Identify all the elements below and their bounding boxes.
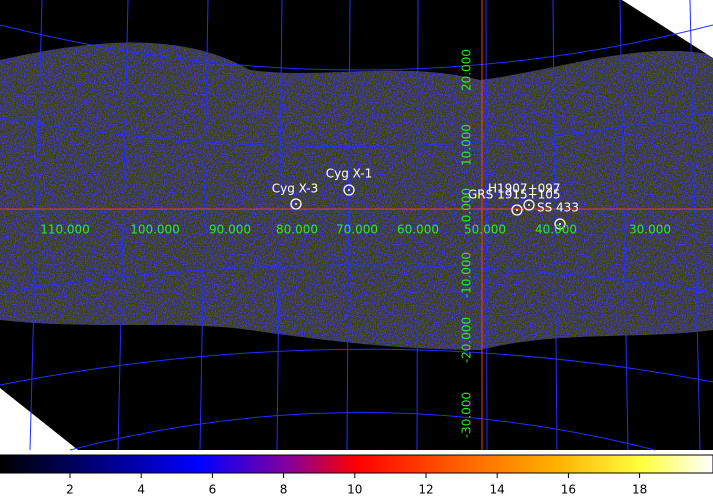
longitude-label: 50.000 [464,223,506,237]
source-label: GRS 1915+105 [468,188,561,202]
source-marker [511,204,523,216]
grid-line [346,0,351,451]
latitude-label: 0.000 [460,188,474,222]
longitude-label: 100.000 [130,223,180,237]
grid-line [0,264,713,293]
grid-line [485,0,488,451]
source-label: Cyg X-3 [272,182,319,196]
grid-line [276,0,283,451]
blank-corner [0,388,78,450]
latitude-label: -30.000 [460,392,474,438]
colorbar-tick-label: 18 [632,483,647,497]
colorbar-tick-label: 14 [490,483,505,497]
longitude-label: 30.000 [629,223,671,237]
source-dot [528,204,530,206]
grid-line [0,111,713,148]
latitude-label: -20.000 [460,317,474,363]
source-label: H1907+097 [488,182,561,196]
grid-line [117,0,129,451]
colorbar-tick-label: 2 [66,483,74,497]
colorbar-tick-label: 10 [347,483,362,497]
grid-line [416,0,419,451]
longitude-label: 60.000 [397,223,439,237]
source-label: Cyg X-1 [326,167,373,181]
grid-line [0,348,713,386]
colorbar-tick-label: 4 [137,483,145,497]
source-marker [290,198,302,210]
grid-line [689,0,701,451]
source-dot [348,189,350,191]
latitude-label: -10.000 [460,252,474,298]
longitude-label: 40.000 [535,223,577,237]
source-marker [523,199,535,211]
grid-line [29,0,43,451]
colorbar-tick-label: 16 [561,483,576,497]
longitude-label: 80.000 [276,223,318,237]
grid-line [69,412,656,451]
latitude-label: 20.000 [460,49,474,91]
longitude-label: 110.000 [40,223,90,237]
source-dot [516,209,518,211]
colorbar-tick-label: 8 [280,483,288,497]
emission-band [0,42,713,350]
longitude-label: 70.000 [336,223,378,237]
source-marker [554,218,566,230]
source-label: SS 433 [537,201,579,215]
grid-line [199,0,209,451]
grid-line [619,0,629,451]
colorbar-tick-label: 12 [418,483,433,497]
grid-line [0,24,713,71]
colorbar [0,454,713,474]
source-dot [559,223,561,225]
source-dot [295,203,297,205]
longitude-label: 90.000 [209,223,251,237]
source-marker [343,184,355,196]
colorbar-tick-label: 6 [209,483,217,497]
latitude-label: 10.000 [460,124,474,166]
